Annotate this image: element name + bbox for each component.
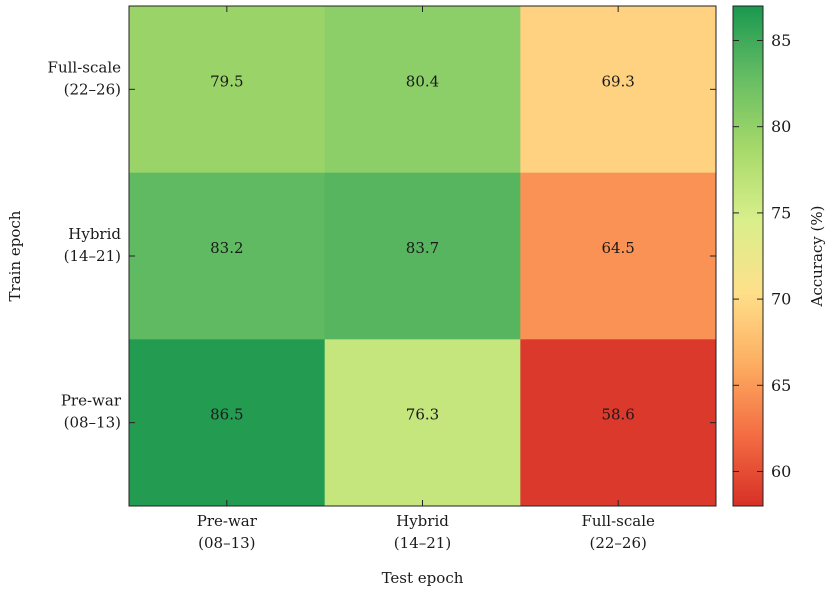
heatmap-cell (520, 172, 717, 340)
y-tick-label: (14–21) (64, 247, 121, 265)
colorbar-tick-label: 75 (771, 203, 791, 222)
y-tick-label: Hybrid (68, 225, 121, 243)
heatmap-cell-labels: 79.5 80.4 69.3 83.2 83.7 64.5 86.5 76.3 58.6 (210, 72, 635, 423)
x-axis-ticks: Pre-war (08–13) Hybrid (14–21) Full-scale (22… (197, 6, 655, 552)
cell-value-label: 86.5 (210, 406, 243, 424)
x-axis-label: Test epoch (382, 569, 464, 587)
cell-value-label: 83.2 (210, 239, 243, 257)
x-tick-label: Hybrid (396, 512, 449, 530)
x-tick-label: (14–21) (394, 534, 451, 552)
y-axis-label: Train epoch (6, 210, 24, 301)
colorbar-tick-label: 70 (771, 290, 791, 309)
cell-value-label: 58.6 (601, 406, 634, 424)
heatmap-cell (520, 339, 717, 507)
cell-value-label: 76.3 (406, 406, 439, 424)
cell-value-label: 64.5 (601, 239, 634, 257)
colorbar-tick-label: 60 (771, 462, 791, 481)
heatmap-cell (324, 339, 521, 507)
x-tick-label: Full-scale (581, 512, 655, 530)
y-axis-ticks: Full-scale (22–26) Hybrid (14–21) Pre-war (08… (48, 58, 716, 432)
cell-value-label: 79.5 (210, 72, 243, 90)
heatmap-cell (520, 6, 717, 174)
colorbar-tick-label: 65 (771, 376, 791, 395)
y-tick-label: (22–26) (64, 80, 121, 98)
x-tick-label: (22–26) (589, 534, 646, 552)
colorbar-tick-label: 80 (771, 117, 791, 136)
y-tick-label: (08–13) (64, 414, 121, 432)
x-tick-label: (08–13) (198, 534, 255, 552)
heatmap-cells (129, 6, 717, 507)
cell-value-label: 80.4 (406, 72, 439, 90)
heatmap-cell (324, 172, 521, 340)
cell-value-label: 69.3 (601, 72, 634, 90)
heatmap-cell (129, 6, 326, 174)
colorbar (732, 5, 764, 507)
heatmap-cell (129, 172, 326, 340)
y-tick-label: Full-scale (48, 58, 122, 76)
heatmap-cell (324, 6, 521, 174)
colorbar-label: Accuracy (%) (808, 205, 826, 307)
colorbar-ticks: 60 65 70 75 80 85 (733, 31, 791, 481)
cell-value-label: 83.7 (406, 239, 439, 257)
x-tick-label: Pre-war (197, 512, 258, 530)
y-tick-label: Pre-war (61, 392, 122, 410)
colorbar-tick-label: 85 (771, 31, 791, 50)
heatmap-cell (129, 339, 326, 507)
